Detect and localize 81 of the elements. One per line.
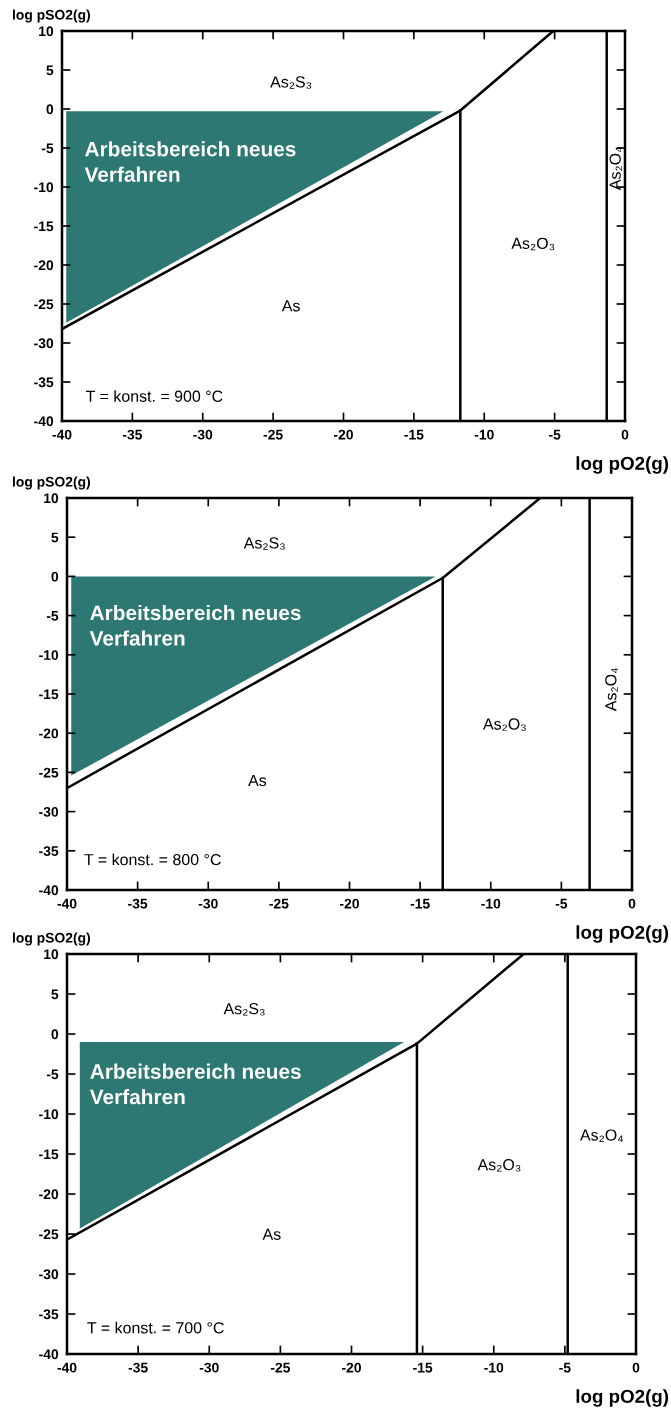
y-tick-label: -30 bbox=[39, 1269, 59, 1280]
y-tick-label: -5 bbox=[46, 611, 59, 621]
y-tick-label: 0 bbox=[51, 571, 59, 582]
x-tick-label: -35 bbox=[128, 1362, 148, 1373]
annotation: As₂O₃ bbox=[477, 1158, 521, 1172]
y-axis-title: log pSO2(g) bbox=[12, 9, 90, 23]
y-tick-label: 10 bbox=[44, 949, 59, 960]
y-tick-label: -15 bbox=[39, 1149, 59, 1160]
x-axis-title: log pO2(g) bbox=[576, 456, 669, 474]
y-tick-label: -35 bbox=[34, 377, 54, 388]
y-tick-label: 5 bbox=[51, 989, 59, 1000]
y-tick-label: -5 bbox=[46, 1069, 59, 1080]
y-tick-label: 0 bbox=[51, 1029, 59, 1040]
x-tick-label: -15 bbox=[404, 429, 424, 440]
x-tick-label: -20 bbox=[340, 898, 359, 909]
annotation: As bbox=[281, 300, 300, 312]
x-tick-label: -20 bbox=[342, 1362, 361, 1373]
x-tick-label: -15 bbox=[410, 898, 430, 909]
y-tick-label: -25 bbox=[39, 767, 59, 778]
annotation: As₂O₄ bbox=[580, 1129, 624, 1142]
x-tick-label: -10 bbox=[484, 1362, 504, 1373]
annotation: As₂S₃ bbox=[223, 1002, 265, 1016]
y-axis-title: log pSO2(g) bbox=[12, 476, 90, 490]
y-tick-label: 10 bbox=[39, 26, 54, 37]
y-tick-label: -20 bbox=[39, 1189, 59, 1200]
y-tick-label: -25 bbox=[34, 299, 54, 310]
x-tick-label: -10 bbox=[481, 898, 501, 909]
y-tick-label: 5 bbox=[46, 65, 54, 76]
annotation: As bbox=[262, 1228, 281, 1240]
annotation: T = konst. = 700 °C bbox=[87, 1321, 224, 1334]
y-tick-label: -35 bbox=[39, 1309, 59, 1320]
annotation: As₂O₄ bbox=[609, 147, 623, 191]
x-tick-label: -35 bbox=[128, 898, 148, 909]
y-tick-label: -20 bbox=[39, 728, 59, 739]
x-tick-label: -25 bbox=[270, 1362, 291, 1373]
y-tick-label: -30 bbox=[34, 338, 54, 349]
annotation: Arbeitsbereich neues Verfahren bbox=[89, 604, 301, 646]
x-tick-label: -5 bbox=[559, 1362, 571, 1373]
y-tick-label: -40 bbox=[34, 416, 54, 427]
x-tick-label: -30 bbox=[199, 1362, 219, 1373]
annotation: Arbeitsbereich neues Verfahren bbox=[89, 1063, 301, 1105]
y-tick-label: -30 bbox=[39, 806, 59, 817]
annotation: Arbeitsbereich neues Verfahren bbox=[84, 141, 296, 182]
annotation: As₂S₃ bbox=[243, 537, 285, 550]
annotation: As₂O₃ bbox=[511, 237, 555, 251]
x-tick-label: -10 bbox=[474, 429, 494, 440]
x-tick-label: -15 bbox=[413, 1362, 433, 1373]
annotation: T = konst. = 800 °C bbox=[84, 853, 221, 866]
annotation: As₂O₄ bbox=[605, 668, 618, 712]
y-tick-label: -40 bbox=[39, 885, 59, 896]
annotation: As₂O₃ bbox=[483, 718, 526, 731]
x-tick-label: -20 bbox=[334, 429, 353, 440]
x-tick-label: 0 bbox=[621, 429, 629, 440]
y-tick-label: -25 bbox=[39, 1229, 59, 1240]
x-tick-label: 0 bbox=[632, 1362, 640, 1373]
y-tick-label: -5 bbox=[41, 143, 54, 154]
y-tick-label: -40 bbox=[39, 1349, 59, 1360]
y-tick-label: -35 bbox=[39, 846, 59, 856]
y-tick-label: -15 bbox=[39, 689, 59, 700]
x-tick-label: -35 bbox=[122, 429, 143, 440]
x-tick-label: 0 bbox=[628, 898, 636, 909]
x-axis-title: log pO2(g) bbox=[576, 925, 669, 943]
x-tick-label: -5 bbox=[555, 898, 568, 909]
annotation: As₂S₃ bbox=[270, 76, 312, 89]
y-tick-label: -10 bbox=[39, 1109, 59, 1120]
y-tick-label: -10 bbox=[39, 650, 59, 660]
x-tick-label: -5 bbox=[548, 429, 561, 440]
annotation: As bbox=[248, 774, 267, 787]
y-tick-label: -10 bbox=[34, 182, 54, 193]
x-tick-label: -25 bbox=[263, 429, 283, 440]
y-tick-label: 10 bbox=[44, 493, 59, 504]
x-tick-label: -30 bbox=[198, 898, 218, 909]
annotation: T = konst. = 900 °C bbox=[86, 390, 223, 402]
y-axis-title: log pSO2(g) bbox=[12, 932, 90, 946]
x-tick-label: -25 bbox=[269, 898, 289, 909]
y-tick-label: -15 bbox=[34, 221, 54, 232]
y-tick-label: 5 bbox=[51, 532, 59, 543]
x-axis-title: log pO2(g) bbox=[576, 1389, 669, 1407]
y-tick-label: 0 bbox=[46, 104, 54, 115]
x-tick-label: -30 bbox=[193, 429, 213, 440]
y-tick-label: -20 bbox=[34, 260, 54, 271]
